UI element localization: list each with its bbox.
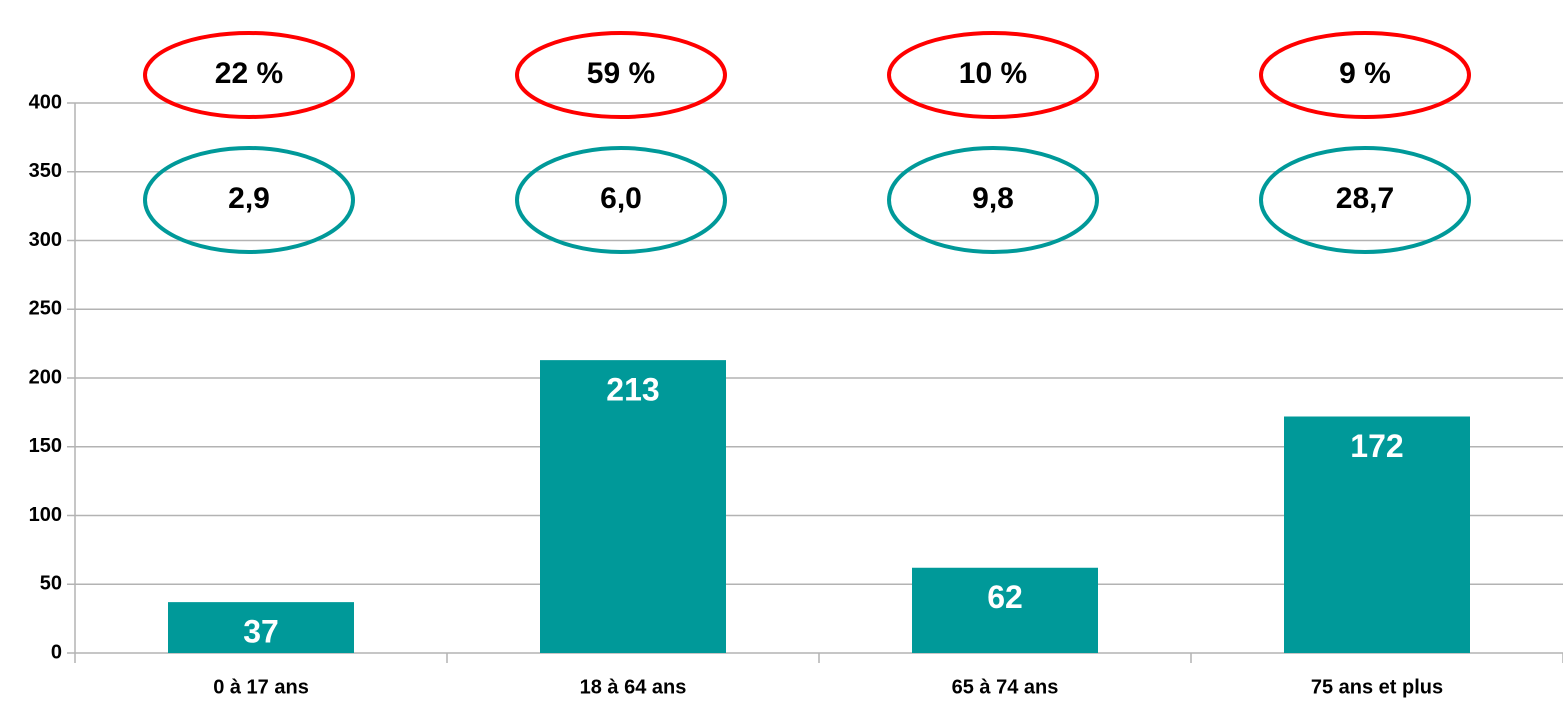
share-label: 22 %: [215, 57, 283, 90]
share-label: 9 %: [1339, 57, 1391, 90]
bar: [168, 602, 354, 653]
share-ellipse: [887, 31, 1099, 119]
rate-ellipse: [515, 146, 727, 254]
share-ellipse: [1259, 31, 1471, 119]
share-label: 10 %: [959, 57, 1027, 90]
share-label: 59 %: [587, 57, 655, 90]
value-label: 37: [243, 614, 279, 650]
value-label: 172: [1350, 428, 1403, 464]
x-tick-label: 75 ans et plus: [1311, 676, 1443, 698]
y-tick-label: 250: [29, 298, 62, 320]
rate-label: 28,7: [1336, 182, 1394, 215]
y-tick-label: 50: [40, 573, 62, 595]
value-label: 213: [606, 372, 659, 408]
y-tick-label: 350: [29, 160, 62, 182]
rate-ellipse: [1259, 146, 1471, 254]
y-tick-label: 200: [29, 366, 62, 388]
y-tick-label: 150: [29, 435, 62, 457]
y-tick-label: 300: [29, 229, 62, 251]
bar: [912, 567, 1098, 653]
share-ellipse: [143, 31, 355, 119]
rate-ellipse: [887, 146, 1099, 254]
bar: [1284, 416, 1470, 653]
rate-label: 2,9: [228, 182, 270, 215]
rate-label: 9,8: [972, 182, 1014, 215]
bar: [540, 360, 726, 653]
x-tick-label: 0 à 17 ans: [213, 676, 309, 698]
rate-label: 6,0: [600, 182, 642, 215]
x-tick-label: 18 à 64 ans: [580, 676, 687, 698]
y-tick-label: 400: [29, 91, 62, 113]
share-ellipse: [515, 31, 727, 119]
value-label: 62: [987, 579, 1023, 615]
y-tick-label: 100: [29, 504, 62, 526]
x-tick-label: 65 à 74 ans: [952, 676, 1059, 698]
y-tick-label: 0: [51, 641, 62, 663]
rate-ellipse: [143, 146, 355, 254]
